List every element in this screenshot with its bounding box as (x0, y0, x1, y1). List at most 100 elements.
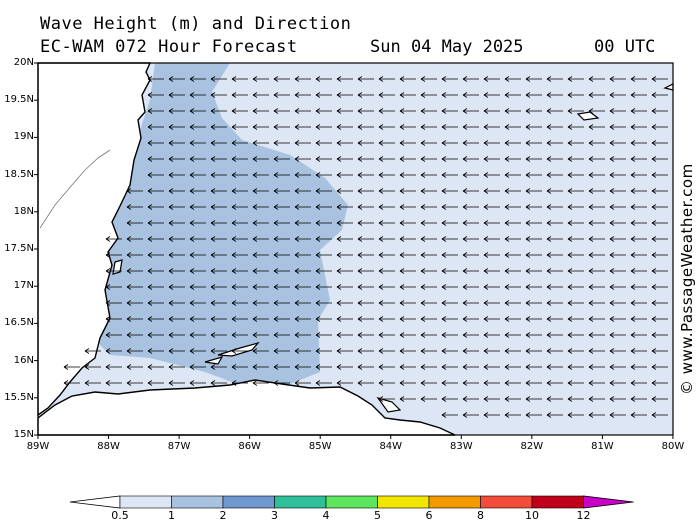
wave-arrow (651, 380, 668, 386)
lon-label: 80W (661, 441, 685, 452)
wave-arrow (567, 188, 584, 194)
wave-arrow (231, 188, 248, 194)
wave-arrow (273, 108, 290, 114)
wave-arrow (252, 380, 269, 386)
wave-arrow (294, 188, 311, 194)
lagoon-outline (39, 149, 111, 229)
wave-arrow (504, 140, 521, 146)
wave-arrow (609, 220, 626, 226)
wave-arrow (168, 252, 185, 258)
wave-arrow (441, 284, 458, 290)
wave-arrow (609, 316, 626, 322)
wave-arrow (105, 380, 122, 386)
wave-arrow (294, 156, 311, 162)
wave-arrow (210, 172, 227, 178)
wave-arrow (441, 188, 458, 194)
wave-arrow (525, 172, 542, 178)
wave-arrow (588, 220, 605, 226)
wave-arrow (210, 204, 227, 210)
wave-arrow (483, 316, 500, 322)
wave-arrow (315, 348, 332, 354)
wave-arrow (462, 316, 479, 322)
wave-arrow (210, 332, 227, 338)
wave-arrow (588, 364, 605, 370)
wave-arrow (609, 268, 626, 274)
wave-arrow (609, 140, 626, 146)
wave-arrow (231, 284, 248, 290)
colorbar-label: 12 (576, 509, 591, 522)
wave-arrow (147, 124, 164, 130)
wave-arrow (252, 220, 269, 226)
lon-label: 85W (308, 441, 332, 452)
wave-arrow (294, 124, 311, 130)
lon-label: 86W (238, 441, 261, 452)
wave-arrow (252, 188, 269, 194)
wave-arrow (105, 332, 122, 338)
wave-arrow (546, 76, 563, 82)
wave-arrow (189, 236, 206, 242)
wave-arrow (273, 252, 290, 258)
wave-arrow (483, 332, 500, 338)
wave-arrow (273, 364, 290, 370)
wave-arrow (420, 108, 437, 114)
colorbar-label: 4 (322, 509, 330, 522)
wave-arrow (126, 268, 143, 274)
wave-arrow (147, 204, 164, 210)
colorbar-label: 2 (219, 509, 227, 522)
wave-arrow (252, 108, 269, 114)
wave-arrow (567, 124, 584, 130)
wave-arrow (126, 204, 143, 210)
colorbar-swatch (377, 495, 430, 509)
wave-arrow (441, 204, 458, 210)
colorbar-label: 5 (374, 509, 381, 522)
wave-arrow (630, 140, 647, 146)
wave-arrow (441, 364, 458, 370)
wave-arrow (546, 396, 563, 402)
lat-label: 20N (13, 57, 34, 68)
wave-arrow (336, 188, 353, 194)
wave-arrow (126, 252, 143, 258)
wave-arrow (609, 236, 626, 242)
wave-arrow (399, 92, 416, 98)
wave-arrow (483, 92, 500, 98)
wave-arrow (252, 300, 269, 306)
wave-arrow (588, 380, 605, 386)
wave-arrow (567, 140, 584, 146)
wave-arrow (525, 204, 542, 210)
wave-arrow (651, 316, 668, 322)
wave-arrow (147, 220, 164, 226)
wave-arrow (567, 268, 584, 274)
colorbar (69, 495, 634, 509)
wave-arrow (189, 124, 206, 130)
wave-arrow (630, 108, 647, 114)
wave-arrow (504, 300, 521, 306)
wave-arrow (168, 284, 185, 290)
wave-arrow (525, 396, 542, 402)
wave-arrow (651, 268, 668, 274)
wave-arrow (105, 316, 122, 322)
wave-arrow (483, 220, 500, 226)
wave-arrow (567, 284, 584, 290)
chart-title-line2: EC-WAM 072 Hour Forecast (40, 37, 298, 57)
wave-arrow (504, 348, 521, 354)
wave-arrow (231, 156, 248, 162)
wave-arrow (231, 236, 248, 242)
wave-arrow (273, 268, 290, 274)
wave-arrow (399, 140, 416, 146)
wave-arrow (525, 76, 542, 82)
wave-arrow (315, 188, 332, 194)
wave-arrow (105, 236, 122, 242)
wave-arrow (105, 300, 122, 306)
wave-arrow (504, 156, 521, 162)
wave-arrow (588, 124, 605, 130)
wave-arrow (378, 140, 395, 146)
wave-arrow (588, 412, 605, 418)
wave-arrow (399, 316, 416, 322)
wave-arrow (231, 316, 248, 322)
wave-arrow (609, 364, 626, 370)
wave-arrow (315, 332, 332, 338)
wave-arrow (651, 172, 668, 178)
wave-arrow (210, 380, 227, 386)
wave-arrow (462, 300, 479, 306)
lon-label: 81W (591, 441, 614, 452)
